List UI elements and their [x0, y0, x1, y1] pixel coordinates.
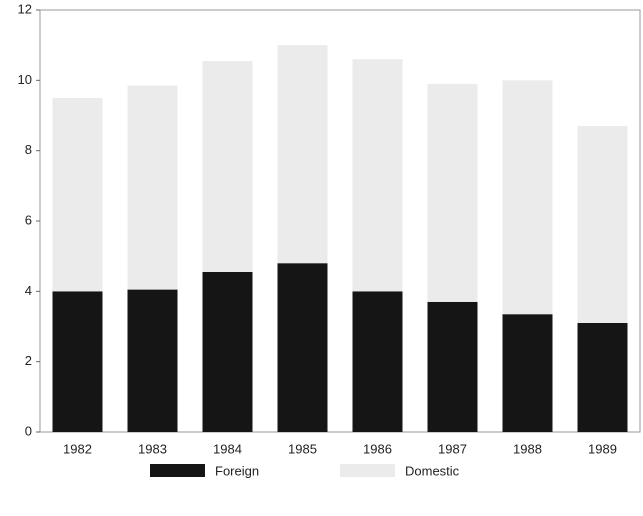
bar-segment — [202, 60, 253, 272]
x-tick-label: 1986 — [363, 441, 392, 456]
x-tick-label: 1983 — [138, 441, 167, 456]
legend-label: Foreign — [215, 463, 259, 478]
bar-segment — [52, 291, 103, 432]
legend-swatch — [150, 464, 205, 477]
x-tick-label: 1988 — [513, 441, 542, 456]
bar-segment — [277, 263, 328, 432]
bar-segment — [352, 291, 403, 432]
bar-segment — [502, 80, 553, 315]
bar-segment — [127, 289, 178, 432]
x-tick-label: 1987 — [438, 441, 467, 456]
legend-swatch — [340, 464, 395, 477]
y-tick-label: 10 — [18, 72, 32, 87]
bar-segment — [577, 126, 628, 323]
y-tick-label: 12 — [18, 1, 32, 16]
x-tick-label: 1984 — [213, 441, 242, 456]
x-tick-label: 1985 — [288, 441, 317, 456]
y-tick-label: 4 — [25, 283, 32, 298]
bar-segment — [427, 301, 478, 432]
y-tick-label: 8 — [25, 142, 32, 157]
bar-segment — [202, 271, 253, 432]
bar-segment — [427, 83, 478, 302]
y-tick-label: 0 — [25, 423, 32, 438]
y-tick-label: 6 — [25, 212, 32, 227]
bar-segment — [277, 45, 328, 264]
bar-segment — [502, 314, 553, 432]
x-tick-label: 1982 — [63, 441, 92, 456]
y-tick-label: 2 — [25, 353, 32, 368]
bar-segment — [352, 59, 403, 292]
x-tick-label: 1989 — [588, 441, 617, 456]
bar-segment — [127, 85, 178, 290]
bar-segment — [52, 97, 103, 292]
bar-segment — [577, 322, 628, 432]
legend-label: Domestic — [405, 463, 460, 478]
